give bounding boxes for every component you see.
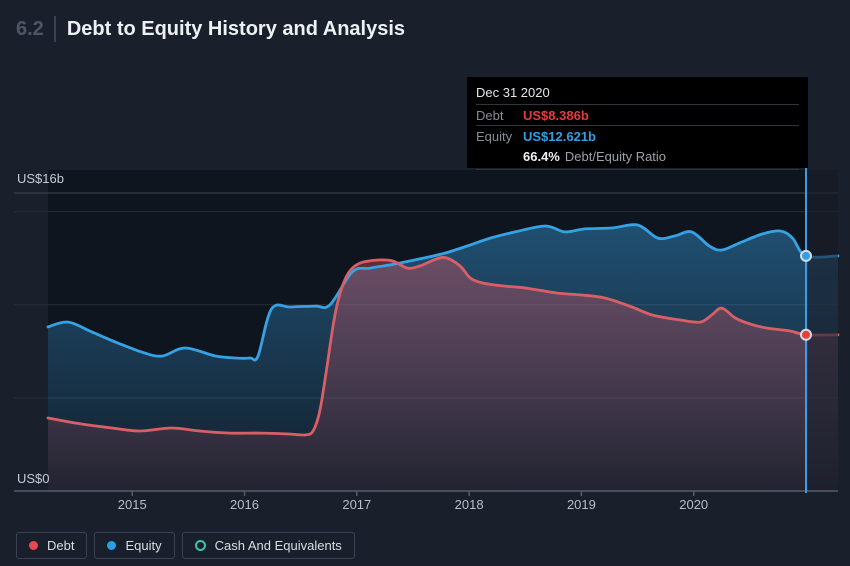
x-axis-year-label: 2016: [230, 497, 259, 512]
legend-item-debt[interactable]: Debt: [16, 532, 88, 559]
hover-tooltip: Dec 31 2020 Debt US$8.386b Equity US$12.…: [467, 77, 808, 170]
legend-label-debt: Debt: [47, 538, 75, 553]
debt-marker[interactable]: [800, 328, 812, 341]
equity-swatch-icon: [107, 541, 117, 550]
y-axis-max-label: US$16b: [17, 171, 64, 186]
tooltip-divider: [476, 169, 799, 170]
equity-line: [46, 223, 840, 362]
debt-swatch-icon: [29, 541, 38, 550]
section-number: 6.2: [16, 17, 44, 40]
debt-line: [46, 256, 840, 437]
tooltip-ratio-value: 66.4%: [523, 148, 560, 164]
tooltip-equity-label: Equity: [476, 128, 513, 144]
chart-header: 6.2 Debt to Equity History and Analysis: [16, 16, 405, 42]
tooltip-debt-label: Debt: [476, 107, 504, 123]
cash-ring-swatch-icon: [194, 540, 206, 551]
tooltip-debt-value: US$8.386b: [523, 107, 589, 123]
x-axis-year-label: 2015: [117, 497, 147, 512]
legend-item-cash[interactable]: Cash And Equivalents: [181, 532, 355, 559]
x-axis-year-label: 2017: [342, 497, 372, 512]
tooltip-ratio-label: Debt/Equity Ratio: [564, 148, 667, 164]
legend-label-cash: Cash And Equivalents: [214, 538, 342, 553]
legend-item-equity[interactable]: Equity: [94, 532, 175, 559]
y-axis-zero-label: US$0: [17, 471, 50, 486]
x-axis-year-label: 2020: [679, 497, 709, 512]
header-divider: [53, 16, 56, 42]
x-axis-year-label: 2018: [454, 497, 484, 512]
x-axis-year-label: 2019: [566, 497, 596, 512]
equity-marker[interactable]: [800, 249, 812, 262]
legend-label-equity: Equity: [125, 538, 162, 553]
debt-area: [48, 257, 838, 491]
tooltip-date: Dec 31 2020: [476, 85, 550, 100]
tooltip-equity-value: US$12.621b: [523, 128, 596, 144]
page-title: Debt to Equity History and Analysis: [66, 17, 406, 40]
tooltip-divider: [476, 125, 799, 126]
dim-overlay: [807, 170, 838, 491]
chart-legend: Debt Equity Cash And Equivalents: [16, 532, 355, 559]
tooltip-divider: [476, 104, 799, 105]
